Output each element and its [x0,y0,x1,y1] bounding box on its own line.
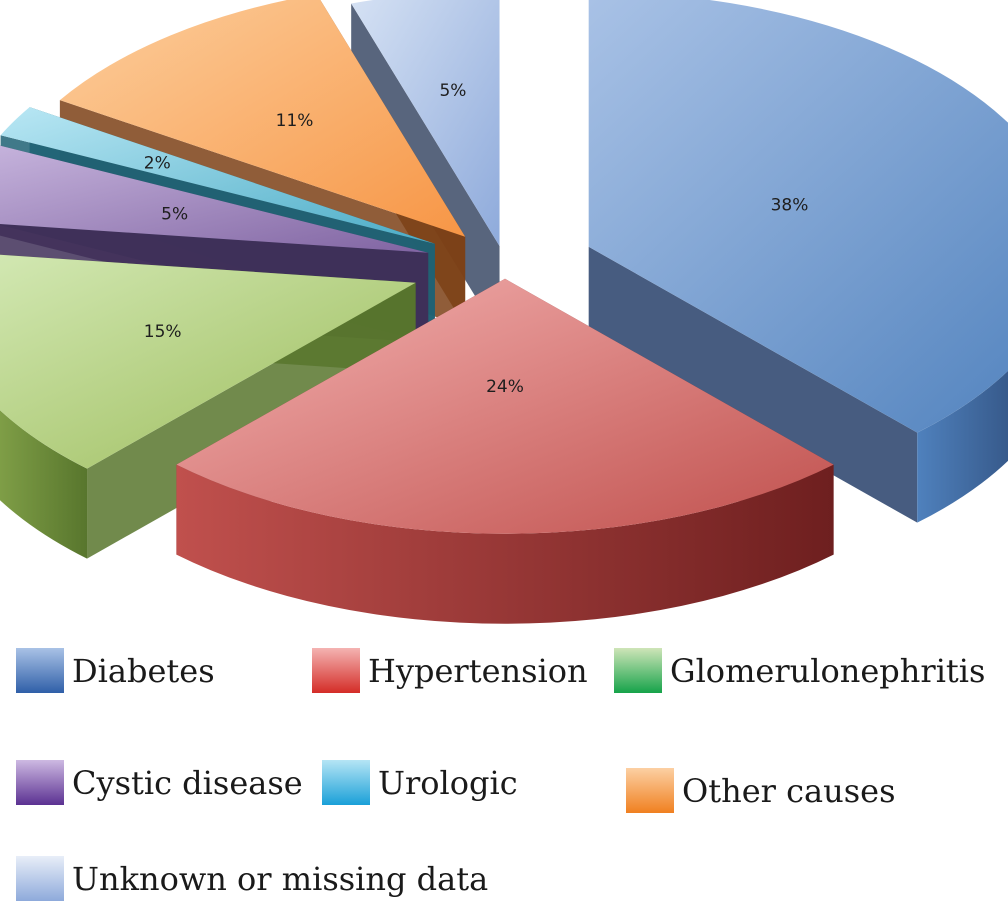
pie-slice-side-hypertension-0 [176,464,834,624]
data-label-glomerulonephritis: 15% [144,322,182,342]
pie-slice-side-diabetes-0 [917,370,1008,523]
pie-slice-top-other-causes [59,0,466,237]
data-label-urologic: 2% [144,154,171,174]
pie-slice-top-unknown-or-missing-data [351,0,500,246]
pie-slice-top-diabetes [588,0,1008,433]
pie-slice-top-urologic [0,107,435,244]
pie-slice-glomerulonephritis [0,254,416,559]
data-label-other-causes: 11% [276,111,314,131]
pie-slice-top-hypertension [176,278,834,534]
data-label-diabetes: 38% [771,196,809,216]
pie-slice-side-glomerulonephritis-0 [0,410,88,559]
pie-slice-top-cystic-disease [0,145,429,253]
pie-slices [0,0,1008,624]
data-label-cystic-disease: 5% [161,205,188,225]
pie-slice-hypertension [176,278,834,624]
data-label-unknown-or-missing-data: 5% [439,81,466,101]
pie-slice-top-glomerulonephritis [0,254,416,469]
pie-slice-diabetes [588,0,1008,523]
pie-slice-wall-diabetes-1 [588,246,918,523]
data-label-hypertension: 24% [486,377,524,397]
pie-data-labels: 5% 11% 2% 38% 5% 15% 24% [144,81,809,397]
